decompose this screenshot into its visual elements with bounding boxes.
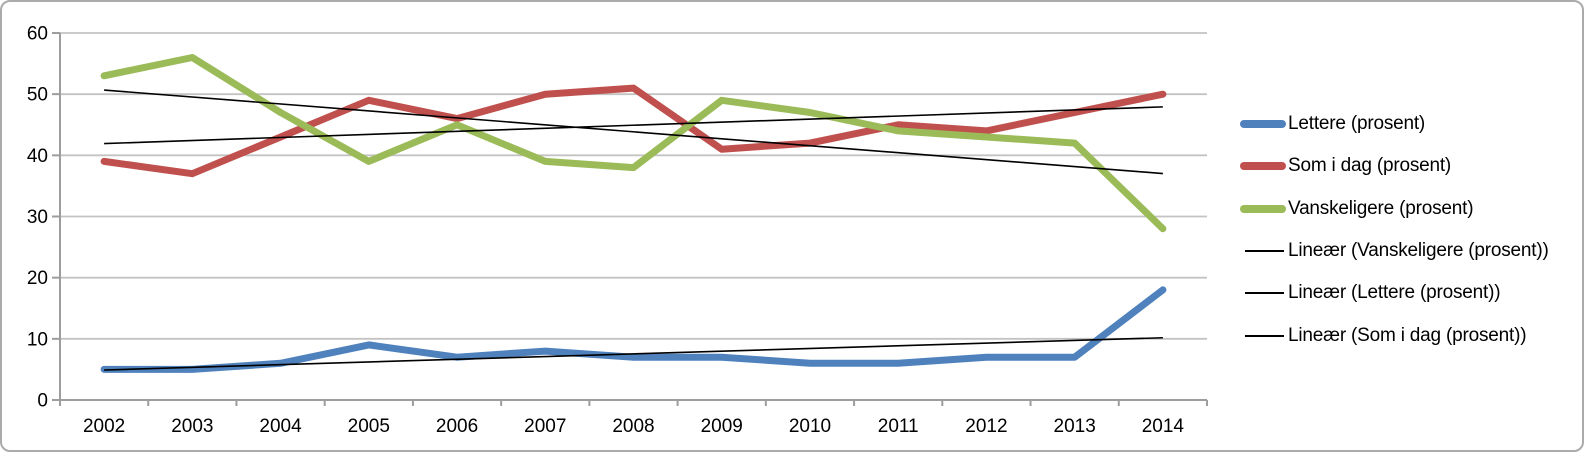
x-axis-tick-label: 2002 xyxy=(83,416,125,437)
x-axis-tick-label: 2006 xyxy=(436,416,478,437)
y-axis-tick-label: 50 xyxy=(27,85,48,106)
trendline-swatch-icon xyxy=(1240,292,1288,295)
y-axis-tick-label: 60 xyxy=(27,24,48,45)
legend-item-linear-lettere: Lineær (Lettere (prosent)) xyxy=(1240,272,1549,314)
legend-label: Som i dag (prosent) xyxy=(1288,155,1452,177)
legend-label: Lineær (Som i dag (prosent)) xyxy=(1288,324,1527,346)
x-axis-tick-label: 2008 xyxy=(612,416,654,437)
legend-label: Vanskeligere (prosent) xyxy=(1288,197,1474,219)
chart-legend: Lettere (prosent) Som i dag (prosent) Va… xyxy=(1240,103,1549,357)
legend-item-linear-som-i-dag: Lineær (Som i dag (prosent)) xyxy=(1240,314,1549,356)
trendline-vanskeligere-prosent xyxy=(104,89,1163,175)
series-line-vanskeligere-prosent xyxy=(100,54,1167,233)
som-i-dag-line-swatch-icon xyxy=(1240,162,1288,171)
x-axis-tick-label: 2005 xyxy=(348,416,390,437)
trendline-swatch-icon xyxy=(1240,250,1288,253)
legend-item-lettere: Lettere (prosent) xyxy=(1240,103,1549,145)
trendline-som-i-dag-prosent xyxy=(104,106,1163,145)
x-axis-tick-label: 2004 xyxy=(259,416,302,437)
x-axis-tick-label: 2011 xyxy=(878,416,919,437)
y-axis-tick-label: 40 xyxy=(27,146,48,167)
y-axis-tick-label: 30 xyxy=(27,207,48,228)
x-axis-tick-label: 2014 xyxy=(1142,416,1185,437)
y-axis-tick-label: 20 xyxy=(27,268,48,289)
x-axis-tick-label: 2013 xyxy=(1054,416,1096,437)
legend-label: Lineær (Vanskeligere (prosent)) xyxy=(1288,240,1549,262)
x-axis-tick-label: 2010 xyxy=(789,416,831,437)
series-line-lettere-prosent xyxy=(100,286,1167,373)
x-axis-tick-label: 2009 xyxy=(701,416,743,437)
trendline-lettere-prosent xyxy=(104,336,1163,371)
x-axis-tick-label: 2003 xyxy=(171,416,213,437)
y-axis-tick-label: 10 xyxy=(27,329,48,350)
legend-item-linear-vanskeligere: Lineær (Vanskeligere (prosent)) xyxy=(1240,230,1549,272)
legend-item-som-i-dag: Som i dag (prosent) xyxy=(1240,145,1549,187)
vanskeligere-line-swatch-icon xyxy=(1240,204,1288,213)
lettere-line-swatch-icon xyxy=(1240,120,1288,129)
x-axis-tick-label: 2012 xyxy=(965,416,1007,437)
trendline-swatch-icon xyxy=(1240,334,1288,337)
legend-label: Lettere (prosent) xyxy=(1288,113,1426,135)
x-axis-tick-label: 2007 xyxy=(524,416,566,437)
legend-label: Lineær (Lettere (prosent)) xyxy=(1288,282,1501,304)
y-axis-tick-label: 0 xyxy=(37,391,48,412)
legend-item-vanskeligere: Vanskeligere (prosent) xyxy=(1240,188,1549,230)
